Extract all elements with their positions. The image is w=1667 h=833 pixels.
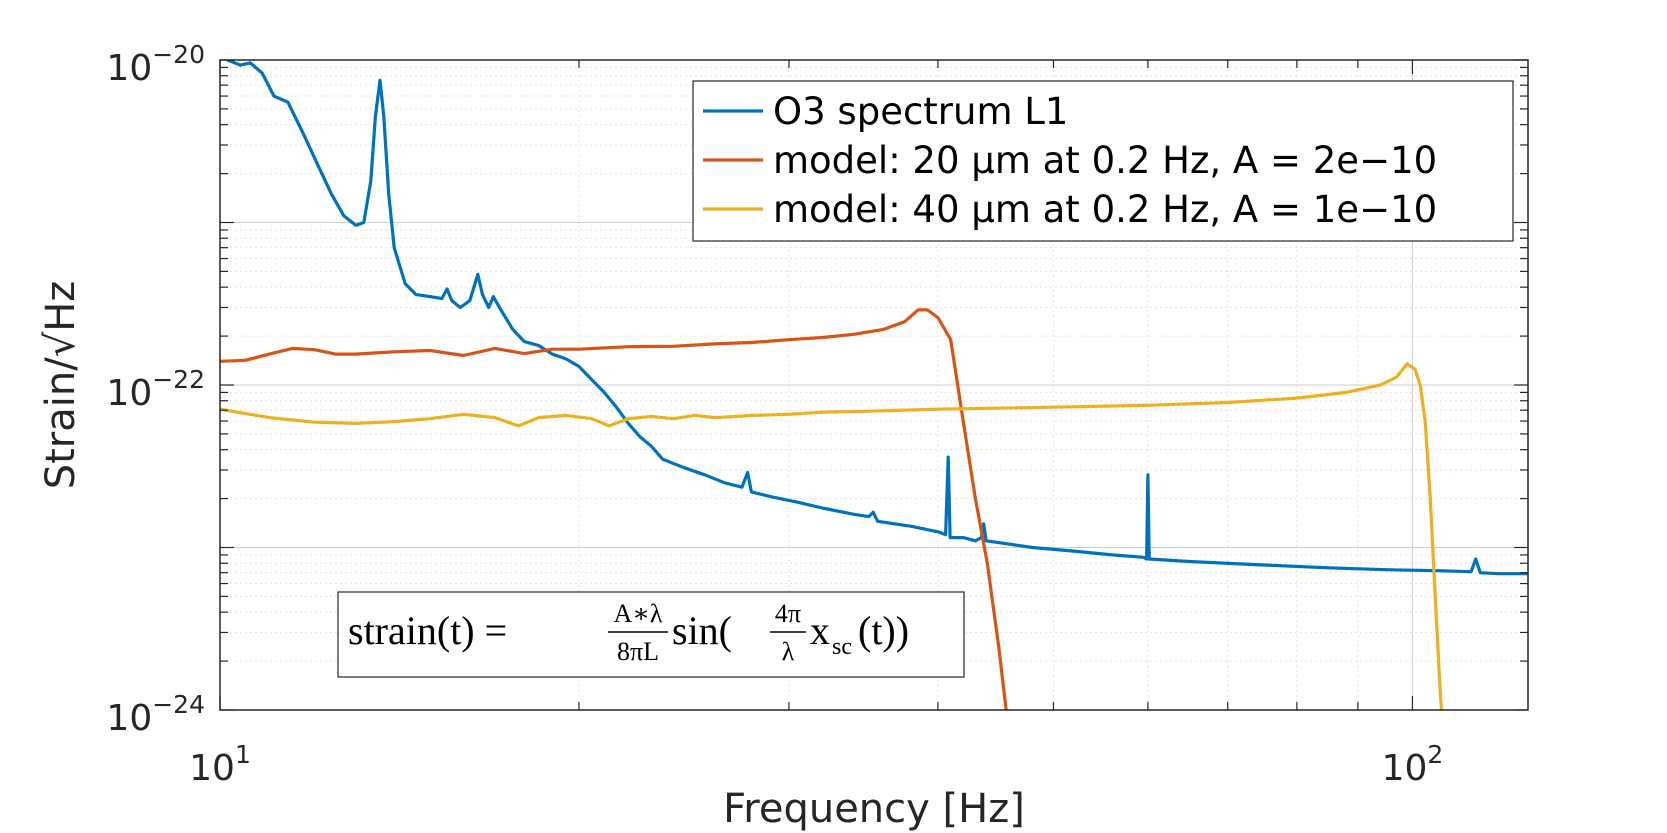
x-axis-title: Frequency [Hz] [723,786,1025,832]
formula-sin: sin( [672,608,732,653]
legend: O3 spectrum L1 model: 20 μm at 0.2 Hz, A … [692,80,1514,242]
y-tick-label: 10−22 [106,365,205,414]
y-tick-label: 10−24 [106,690,205,739]
formula-frac2-num: 4π [775,599,801,628]
legend-label-1: O3 spectrum L1 [773,90,1068,133]
x-tick-label: 102 [1382,740,1444,789]
y-axis-title: Strain/√Hz [38,281,84,490]
formula-rhs: (t)) [858,608,909,653]
formula-annotation: strain(t) = A∗λ 8πL sin( 4π λ x sc (t)) [337,591,965,678]
y-tick-label: 10−20 [106,40,205,89]
x-tick-labels: 101 102 [189,740,1443,789]
formula-var-subscript: sc [832,634,852,660]
formula-lhs: strain(t) = [348,608,507,653]
series-line-1 [226,60,1528,576]
axis-ticks [219,59,1528,711]
legend-box [692,80,1514,242]
series-lines [220,60,1528,710]
legend-label-2: model: 20 μm at 0.2 Hz, A = 2e−10 [773,139,1437,182]
formula-frac1-den: 8πL [617,637,659,666]
x-tick-label: 101 [189,740,251,789]
formula-frac1-num: A∗λ [613,599,662,628]
legend-label-3: model: 40 μm at 0.2 Hz, A = 1e−10 [773,188,1437,231]
y-tick-labels: 10−20 10−22 10−24 [106,40,205,739]
formula-box [337,591,965,678]
formula-frac2-den: λ [782,637,795,666]
series-line-2 [220,308,1008,710]
series-line-3 [220,362,1444,710]
formula-var: x [810,608,830,653]
